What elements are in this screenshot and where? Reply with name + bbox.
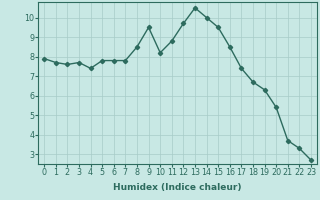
X-axis label: Humidex (Indice chaleur): Humidex (Indice chaleur) (113, 183, 242, 192)
